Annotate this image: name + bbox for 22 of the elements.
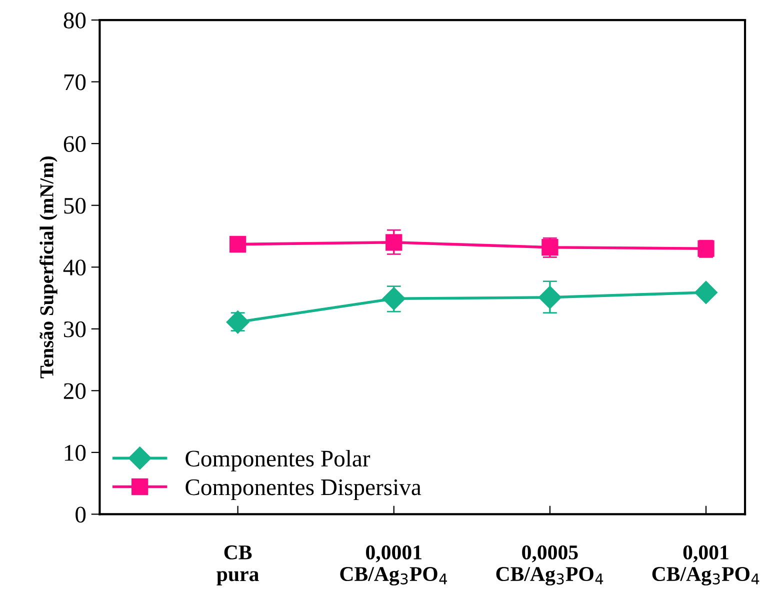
point	[538, 286, 562, 309]
y-tick-label: 20	[64, 383, 86, 400]
x-tick-label: 0,001 CB/Ag$_{3}$PO$_{4}$	[652, 545, 760, 586]
y-tick-label: 40	[63, 260, 86, 276]
x-tick-label: 0,0001 CB/Ag$_{3}$PO$_{4}$	[340, 545, 448, 586]
legend-label: Componentes Dispersiva	[186, 479, 422, 500]
y-tick-label: 70	[64, 74, 86, 90]
x-tick-label: CB pura	[216, 545, 259, 586]
y-tick-label: 30	[64, 321, 86, 338]
x-tick-label: 0,0005 CB/Ag$_{3}$PO$_{4}$	[496, 545, 604, 586]
y-tick-label: 50	[64, 198, 86, 214]
point	[694, 280, 718, 304]
point	[226, 310, 250, 334]
point	[386, 234, 402, 251]
y-tick-label: 0	[76, 506, 86, 523]
point	[382, 287, 406, 310]
y-axis-title: Tensão Superficial (mN/m)	[40, 156, 58, 378]
legend-label: Componentes Polar	[186, 450, 370, 472]
point	[229, 236, 246, 253]
y-tick-label: 10	[64, 444, 86, 461]
y-tick-label: 80	[64, 12, 86, 28]
y-tick-label: 60	[64, 136, 86, 152]
